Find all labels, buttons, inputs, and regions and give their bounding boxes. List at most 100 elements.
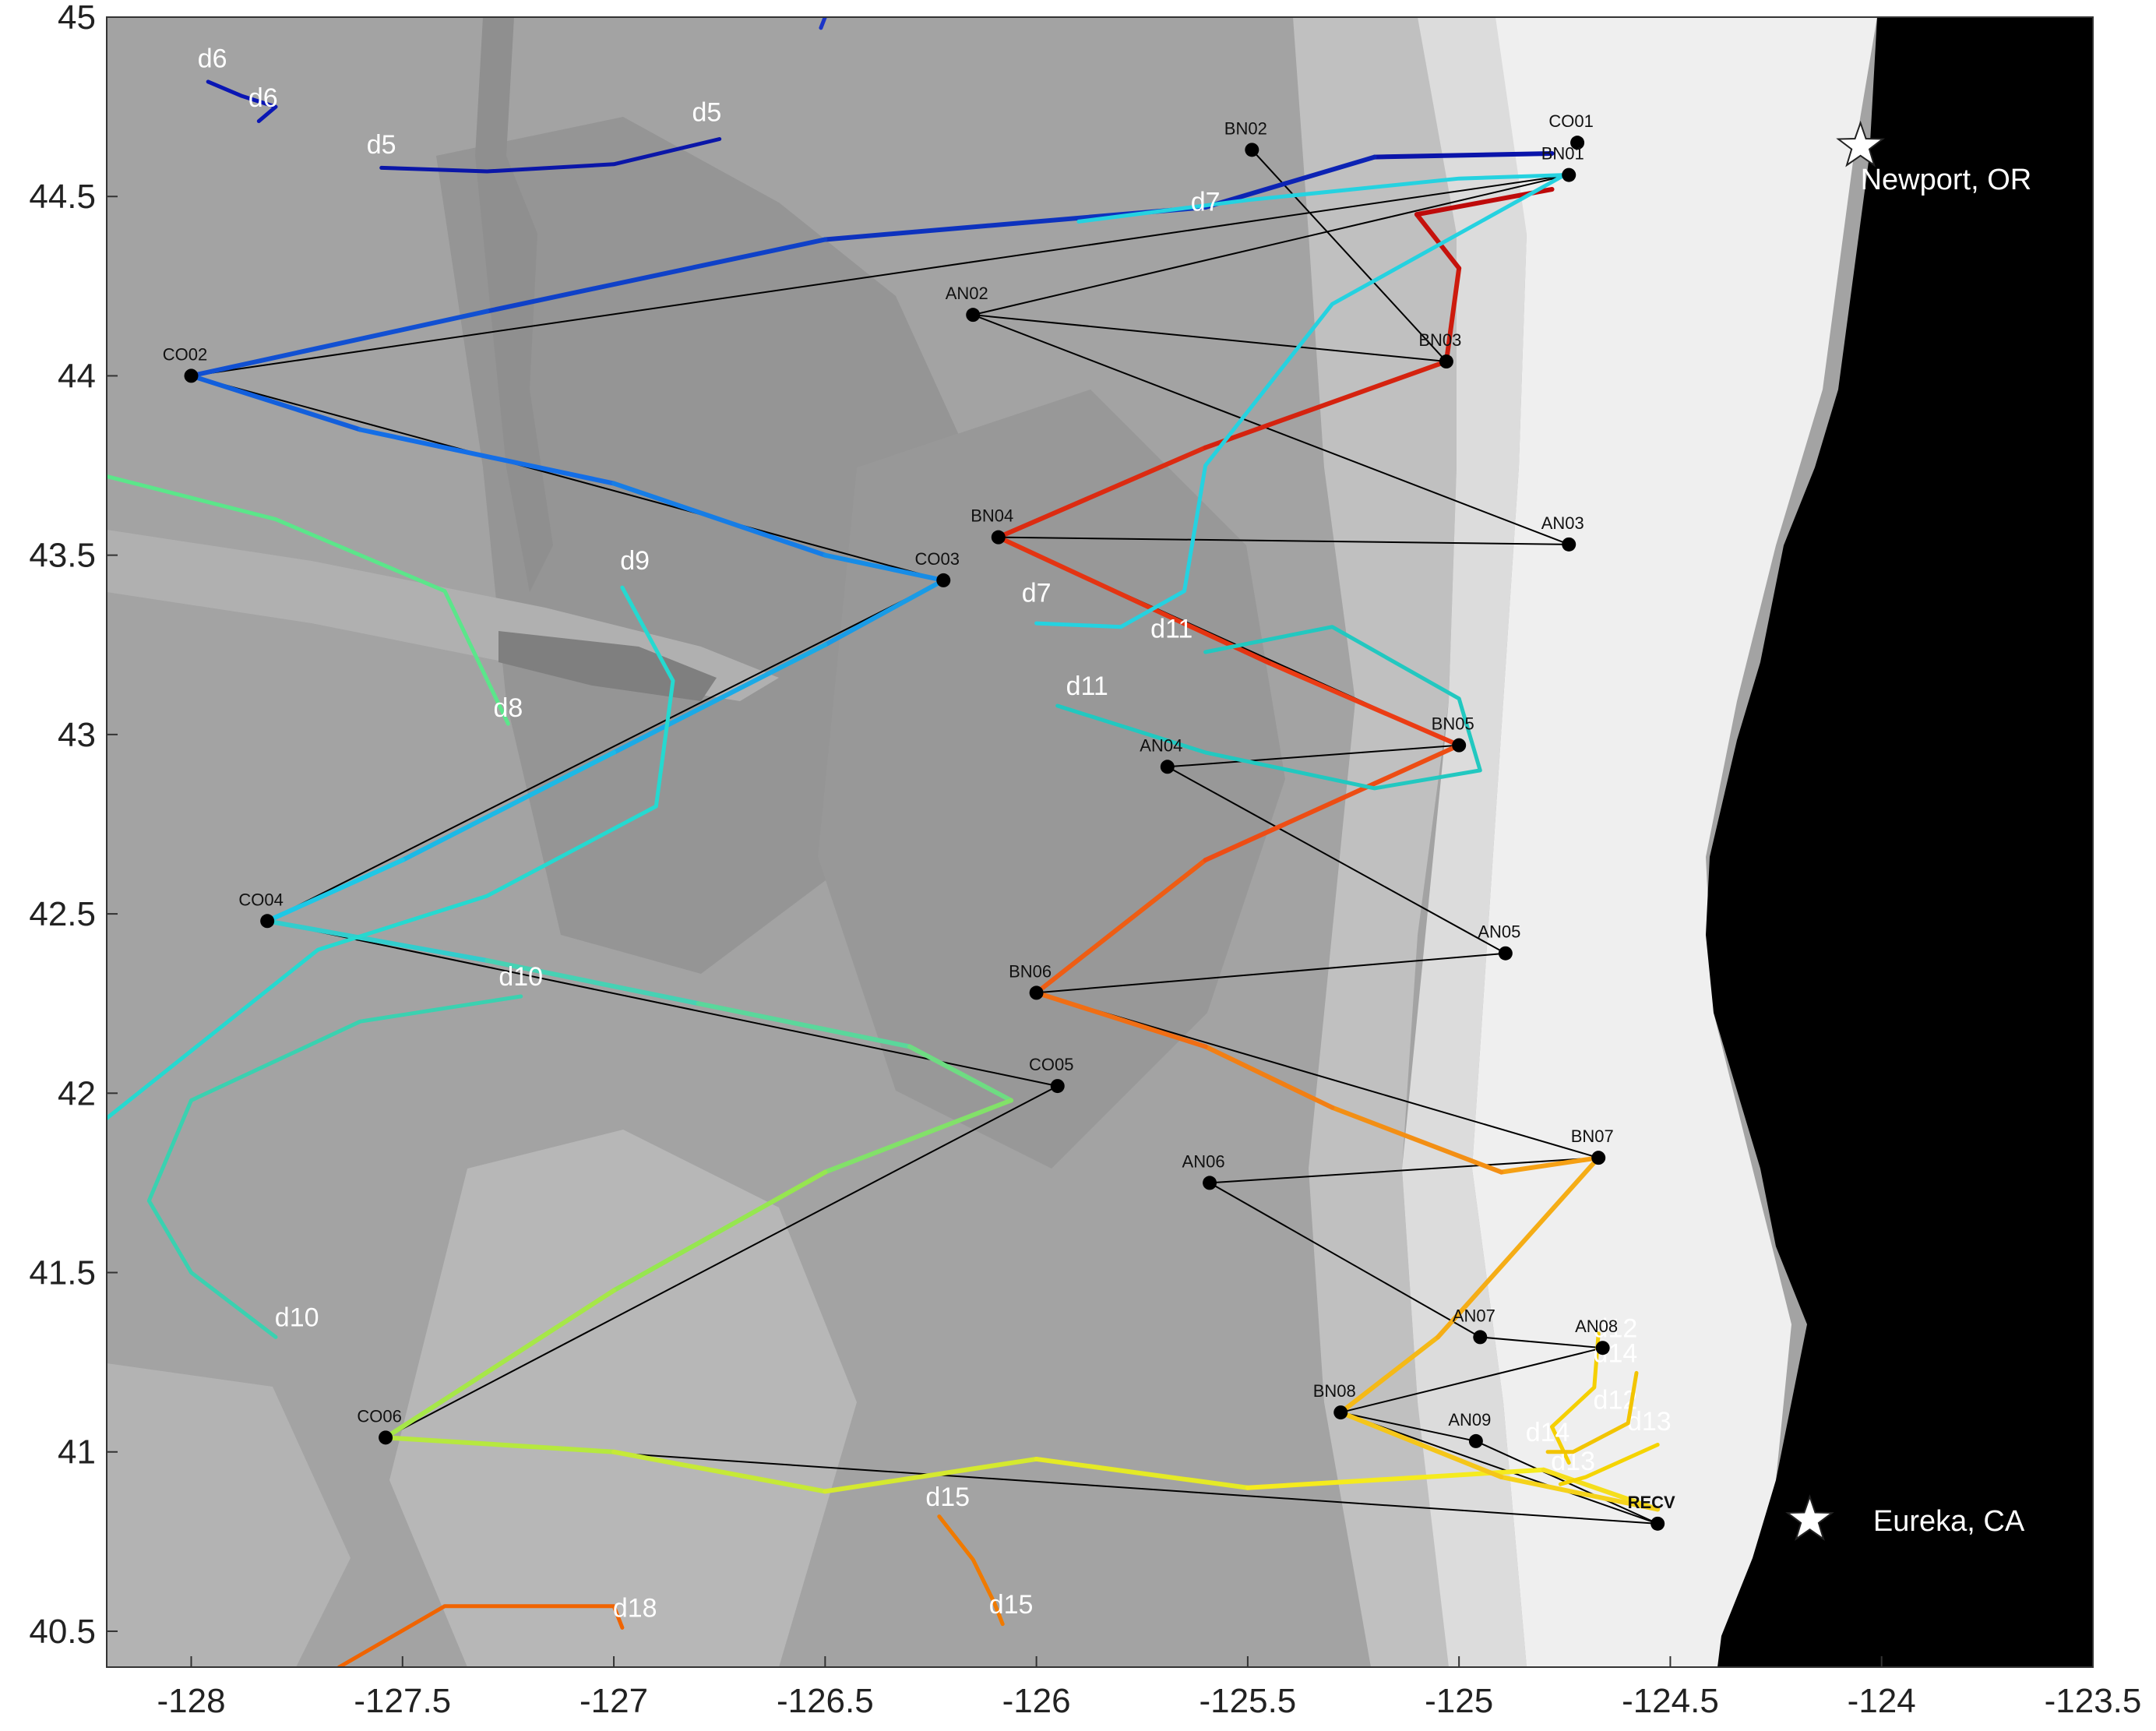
station-marker-co02 (184, 368, 199, 383)
drifter-track-d14 (1545, 1370, 1639, 1454)
station-marker-an04 (1160, 760, 1175, 774)
ship-track-segment (1340, 1412, 1477, 1442)
ship-track-segment (385, 1085, 1059, 1439)
glider-track-segment (1203, 742, 1462, 863)
ship-track-segment (1167, 744, 1460, 768)
glider-track-segment (907, 1044, 1014, 1103)
city-star-icon (1836, 120, 1885, 167)
ship-track-segment (191, 375, 944, 581)
x-tick-label: -126 (1002, 1682, 1071, 1720)
glider-track-segment (1203, 1044, 1335, 1110)
ship-track-segment (191, 174, 1569, 377)
drifter-label-d5: d5 (692, 98, 722, 128)
glider-track-segment (400, 749, 617, 863)
ship-track-segment (998, 536, 1569, 545)
station-label-bn06: BN06 (1009, 961, 1052, 981)
ship-track-segment (973, 314, 1446, 363)
y-tick-label: 45 (58, 0, 96, 37)
station-label-recv: RECV (1628, 1493, 1675, 1512)
ship-track-segment (1340, 1347, 1603, 1414)
glider-track-segment (383, 1435, 617, 1454)
drifter-track-d7 (1034, 173, 1567, 629)
drifter-label-d18: d18 (613, 1594, 657, 1623)
station-label-an09: AN09 (1448, 1410, 1491, 1430)
drifter-track-d11 (1055, 625, 1482, 791)
drifter-label-d11: d11 (1066, 672, 1108, 701)
glider-track-segment (995, 534, 1272, 665)
ship-track-segment (973, 174, 1569, 316)
glider-track-segment (1203, 154, 1377, 210)
city-label: Newport, OR (1861, 164, 2032, 196)
station-marker-co04 (260, 914, 275, 929)
drifter-label-d10: d10 (275, 1303, 319, 1333)
drifter-track-d9 (107, 585, 675, 1120)
station-label-an08: AN08 (1575, 1317, 1618, 1336)
glider-track-segment (1034, 858, 1208, 996)
x-tick-label: -128 (157, 1682, 225, 1720)
axis-layer: -128 -127.5 -127 -126.5 -126 -125.5 -125 -124.5… (29, 0, 2141, 1720)
drifter-label-d6: d6 (198, 44, 227, 73)
station-marker-bn06 (1029, 985, 1044, 1000)
ship-track-segment (1209, 1157, 1599, 1184)
glider-track-segment (358, 427, 617, 486)
ocean-shelf-area (1402, 17, 1558, 1667)
station-label-an03: AN03 (1541, 513, 1584, 533)
x-tick-label: -123.5 (2045, 1682, 2142, 1720)
drifter-label-d12: d12 (1594, 1313, 1638, 1343)
glider-track-segment (1372, 150, 1555, 160)
drifter-track-d6 (819, 17, 827, 30)
station-marker-recv (1650, 1516, 1665, 1531)
ocean-slope-area (1293, 17, 1480, 1667)
station-marker-bn04 (991, 530, 1006, 545)
drifter-label-d13: d13 (1627, 1407, 1672, 1437)
glider-track-segment (823, 552, 946, 583)
station-label-bn05: BN05 (1432, 714, 1474, 734)
x-tick-label: -124 (1848, 1682, 1916, 1720)
y-tick-label: 42.5 (29, 895, 96, 933)
x-tick-label: -127.5 (354, 1682, 451, 1720)
glider-track-segment (1338, 1334, 1441, 1415)
station-label-bn08: BN08 (1313, 1381, 1356, 1401)
station-label-bn02: BN02 (1224, 118, 1267, 138)
station-marker-an08 (1595, 1341, 1610, 1356)
glider-track-segment (1499, 1474, 1661, 1512)
plot-frame (106, 16, 2094, 1668)
glider-track-segment (823, 577, 946, 647)
y-tick-label: 41.5 (29, 1254, 96, 1292)
glider-track-segment (611, 481, 828, 558)
glider-track-segment (611, 1449, 828, 1494)
drifter-track-d18 (336, 1604, 625, 1667)
glider-track-segment (1414, 212, 1462, 271)
station-marker-bn07 (1591, 1151, 1606, 1165)
bathymetry-light-patch (107, 1363, 351, 1667)
glider-track-segment (484, 237, 828, 314)
drifter-label-d15: d15 (989, 1590, 1034, 1620)
drifter-track-d10 (146, 994, 523, 1339)
glider-track-segment (1266, 660, 1462, 748)
station-marker-co06 (379, 1430, 393, 1445)
x-tick-label: -125 (1425, 1682, 1493, 1720)
station-marker-co03 (936, 573, 951, 587)
glider-track-segment (696, 1001, 912, 1049)
glider-track-segment (1330, 1105, 1504, 1175)
glider-track-segment (383, 1288, 617, 1440)
station-marker-an05 (1498, 946, 1513, 961)
glider-track-segment (1436, 1155, 1601, 1340)
glider-track-segment (1541, 1467, 1661, 1512)
drifter-label-d6: d6 (806, 0, 836, 19)
glider-track-segment (1034, 990, 1208, 1049)
glider-track-segment (1338, 1410, 1504, 1479)
station-label-an07: AN07 (1453, 1306, 1495, 1325)
station-label-an05: AN05 (1478, 922, 1520, 942)
station-marker-an03 (1562, 537, 1576, 552)
glider-track-segment (188, 308, 490, 379)
station-label-bn01: BN01 (1541, 144, 1584, 164)
station-layer: CO01 BN01 BN02 CO02 AN02 BN03 AN03 BN04 CO03 BN05… (163, 111, 1675, 1531)
drifter-track-d6 (206, 79, 278, 123)
x-tick-label: -126.5 (777, 1682, 874, 1720)
drifter-track-d13 (1558, 1443, 1660, 1486)
station-label-an02: AN02 (946, 284, 988, 303)
map-background (107, 17, 2093, 1667)
y-tick-label: 43 (58, 716, 96, 754)
drifter-label-d7: d7 (1191, 188, 1221, 217)
